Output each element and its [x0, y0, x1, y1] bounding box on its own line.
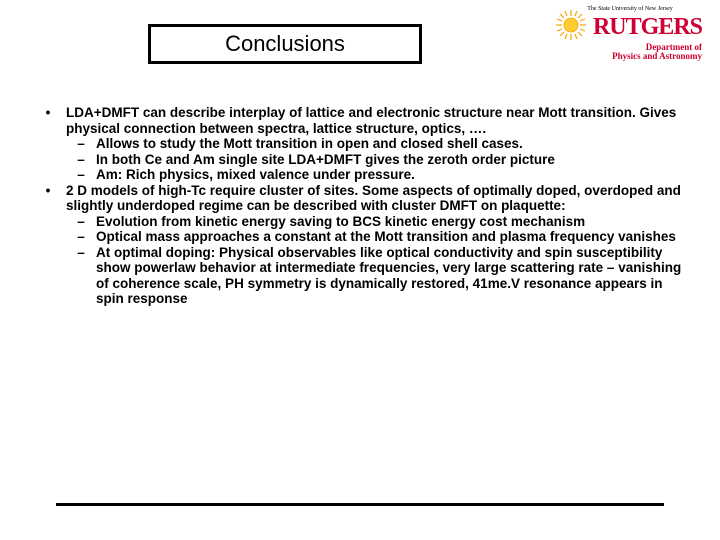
sub-marker: –	[66, 229, 96, 245]
bullet-item: • LDA+DMFT can describe interplay of lat…	[30, 105, 690, 136]
sub-item: – In both Ce and Am single site LDA+DMFT…	[30, 152, 690, 168]
logo-dept-line2: Physics and Astronomy	[554, 52, 702, 62]
sub-item: – Am: Rich physics, mixed valence under …	[30, 167, 690, 183]
sub-marker: –	[66, 245, 96, 307]
footer-rule	[56, 503, 664, 506]
bullet-item: • 2 D models of high-Tc require cluster …	[30, 183, 690, 214]
rutgers-logo: The State University of New Jersey RUTGE…	[554, 6, 706, 62]
sub-marker: –	[66, 167, 96, 183]
logo-dept: Department of Physics and Astronomy	[554, 43, 706, 63]
bullet-text: 2 D models of high-Tc require cluster of…	[66, 183, 690, 214]
sub-text: Am: Rich physics, mixed valence under pr…	[96, 167, 690, 183]
sub-text: At optimal doping: Physical observables …	[96, 245, 690, 307]
sub-marker: –	[66, 152, 96, 168]
sun-icon	[554, 8, 588, 42]
sub-text: In both Ce and Am single site LDA+DMFT g…	[96, 152, 690, 168]
sub-item: – Optical mass approaches a constant at …	[30, 229, 690, 245]
sub-item: – At optimal doping: Physical observable…	[30, 245, 690, 307]
title-box: Conclusions	[148, 24, 422, 64]
sub-item: – Evolution from kinetic energy saving t…	[30, 214, 690, 230]
sub-text: Evolution from kinetic energy saving to …	[96, 214, 690, 230]
sub-marker: –	[66, 136, 96, 152]
slide-title: Conclusions	[225, 31, 345, 57]
sub-text: Allows to study the Mott transition in o…	[96, 136, 690, 152]
sub-text: Optical mass approaches a constant at th…	[96, 229, 690, 245]
sub-item: – Allows to study the Mott transition in…	[30, 136, 690, 152]
bullet-marker: •	[30, 105, 66, 136]
bullet-marker: •	[30, 183, 66, 214]
sub-marker: –	[66, 214, 96, 230]
bullet-text: LDA+DMFT can describe interplay of latti…	[66, 105, 690, 136]
content: • LDA+DMFT can describe interplay of lat…	[30, 105, 690, 307]
